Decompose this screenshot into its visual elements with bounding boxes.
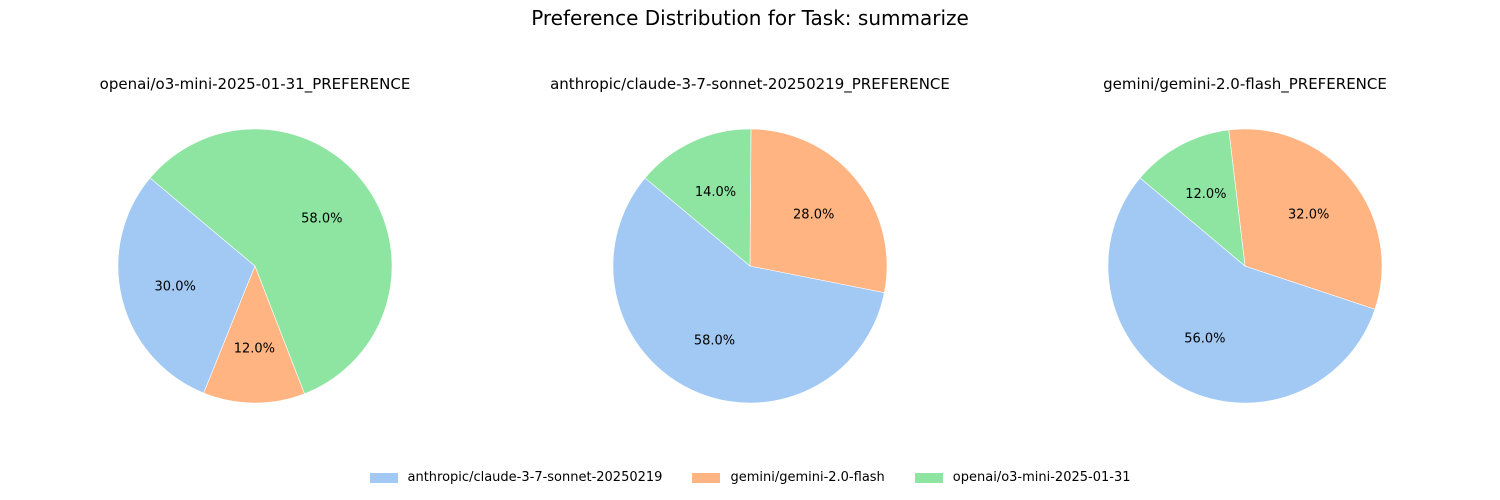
pie-1-label-2: 12.0% (234, 342, 275, 357)
pie-1-slice-1 (117, 177, 256, 394)
pie-2-label-1: 58.0% (694, 334, 735, 349)
pie-3-label-2: 32.0% (1288, 208, 1329, 223)
legend-item-gemini: gemini/gemini-2.0-flash (692, 470, 885, 485)
pie-2-slice-1 (612, 177, 885, 404)
figure-title: Preference Distribution for Task: summar… (531, 6, 969, 30)
pie-3-slice-1 (1107, 177, 1376, 404)
legend-swatch-o3mini (914, 472, 943, 483)
legend-label-gemini: gemini/gemini-2.0-flash (730, 470, 885, 485)
legend-item-o3mini: openai/o3-mini-2025-01-31 (914, 470, 1131, 485)
pie-1-label-1: 30.0% (155, 279, 196, 294)
pie-2-slice-2 (749, 128, 888, 293)
pie-3-slice-3 (1139, 129, 1246, 267)
pie-2-label-3: 14.0% (695, 185, 736, 200)
legend-label-claude: anthropic/claude-3-7-sonnet-20250219 (407, 470, 663, 485)
legend-swatch-gemini (692, 472, 721, 483)
pie-3-label-3: 12.0% (1185, 187, 1226, 202)
pie-1-slice-2 (203, 265, 305, 404)
pie-title-2: anthropic/claude-3-7-sonnet-20250219_PRE… (550, 75, 950, 94)
pie-2-slice-3 (644, 128, 752, 267)
legend-label-o3mini: openai/o3-mini-2025-01-31 (952, 470, 1131, 485)
pie-title-1: openai/o3-mini-2025-01-31_PREFERENCE (100, 75, 411, 94)
pie-1-slice-3 (149, 128, 393, 395)
pie-title-3: gemini/gemini-2.0-flash_PREFERENCE (1103, 75, 1387, 94)
pie-3-label-1: 56.0% (1184, 331, 1225, 346)
pie-1-label-3: 58.0% (301, 212, 342, 227)
legend-swatch-claude (369, 472, 398, 483)
legend: anthropic/claude-3-7-sonnet-20250219 gem… (0, 470, 1500, 485)
legend-item-claude: anthropic/claude-3-7-sonnet-20250219 (369, 470, 663, 485)
pie-3-slice-2 (1228, 128, 1383, 310)
pie-2-label-2: 28.0% (793, 208, 834, 223)
